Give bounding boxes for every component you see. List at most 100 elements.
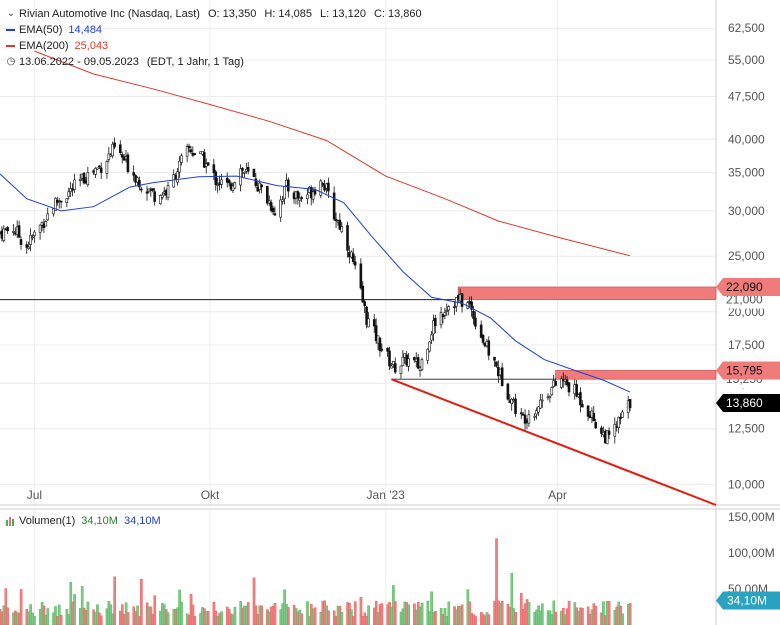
volume-last-tag-bg [716,591,780,610]
candle-body [390,365,393,369]
ema50-label: EMA(50) [19,24,63,36]
candle-body [539,399,542,409]
candle-body [246,166,250,172]
volume-bar [527,602,531,625]
candle-body [233,182,237,189]
candle-body [474,317,477,327]
candle-body [82,172,86,184]
last-price-tag: 13,860 [726,396,763,410]
candle-body [65,198,69,204]
volume-bar [554,611,558,625]
candle-body [29,234,32,245]
candle-body [254,178,258,187]
candle-body [579,392,582,406]
candle-body [271,207,275,213]
candle-body [453,306,456,309]
volume-bar [113,576,116,625]
chevron-down-icon[interactable]: ⌄ [6,8,16,19]
volume-bar [434,610,437,625]
ema50-line [0,173,631,393]
candle-body [241,167,244,171]
candle-body [206,162,210,166]
candle-body [19,239,23,245]
volume-bar [313,607,317,625]
volume-bar [430,591,433,625]
candlestick-series [0,137,632,445]
candle-body [550,387,554,396]
candle-body [120,154,124,158]
candle-body [33,231,36,236]
volume-bar [6,607,10,625]
volume-bar [394,601,397,625]
candle-body [351,253,355,262]
candle-body [138,179,141,188]
legend-ema50-row[interactable]: EMA(50) 14,484 [6,22,422,38]
volume-label: Volumen(1) [19,515,76,527]
candle-body [481,335,485,343]
close-value: 13,860 [388,8,422,20]
open-value: 13,350 [222,8,257,20]
volume-bar [474,615,477,625]
candle-body [416,357,420,369]
candle-body [27,246,30,250]
zone-price-tag-bg [716,361,780,380]
candle-body [445,310,449,312]
volume-bar [628,603,632,625]
volume-bar [520,592,523,625]
candle-body [319,180,323,196]
volume-bars-icon [6,516,15,526]
candle-body [363,301,366,306]
volume-bar [353,601,357,625]
x-tick-label: Okt [201,488,220,502]
legend-ema200-row[interactable]: EMA(200) 25,043 [6,38,422,54]
candle-body [367,318,370,328]
y-tick-label: 17,500 [728,338,765,352]
candle-body [185,146,189,157]
candle-body [176,171,179,183]
candle-body [111,143,114,157]
candle-body [378,337,382,352]
candle-body [193,153,197,155]
candle-body [581,404,584,408]
open-label: O: [207,8,220,20]
candle-body [380,348,384,351]
candle-body [567,382,571,393]
candle-body [189,149,193,153]
candle-body [495,361,498,367]
candle-body [25,244,29,248]
candle-body [432,320,435,335]
candle-body [2,228,6,241]
volume-bar [180,601,183,625]
candle-body [554,381,557,386]
y-tick-label: 12,500 [728,422,765,436]
candle-body [340,226,344,233]
candle-body [220,179,223,185]
candle-body [479,324,483,338]
candle-body [586,405,590,417]
candle-body [113,142,116,148]
candle-body [605,430,609,445]
legend-title-row: ⌄ Rivian Automotive Inc (Nasdaq, Last) O… [6,6,422,22]
candle-body [313,190,317,195]
volume-bar [166,612,170,625]
candle-body [447,306,450,311]
candle-body [321,182,324,186]
zone-price-tag: 22,090 [726,280,763,294]
candle-body [216,184,219,186]
candle-body [430,334,433,341]
volume-bar [380,603,384,625]
candle-body [260,184,263,188]
candle-body [493,356,496,361]
volume-bar [287,607,290,625]
volume-bar [193,615,197,625]
x-tick-label: Apr [548,488,567,502]
high-value: 14,085 [278,8,313,20]
candle-body [361,285,365,303]
candle-body [338,219,342,230]
candle-body [332,192,336,220]
volume-bar [136,605,139,625]
candle-body [107,153,111,160]
candle-body [67,191,71,197]
volume-bar [33,616,36,625]
